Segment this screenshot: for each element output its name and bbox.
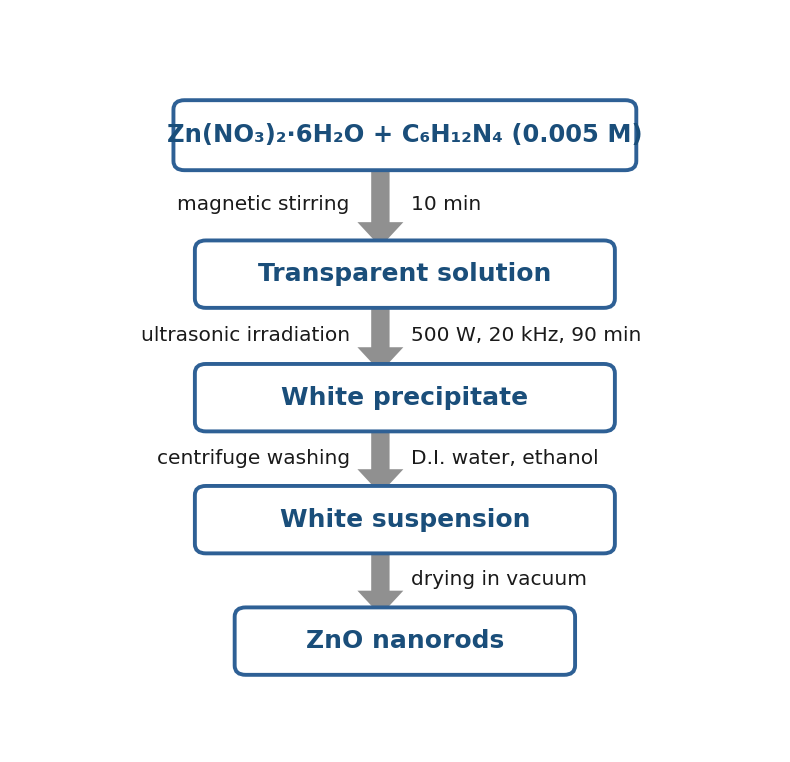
Text: ZnO nanorods: ZnO nanorods [306,629,504,653]
FancyBboxPatch shape [235,607,575,675]
FancyBboxPatch shape [174,100,636,170]
Polygon shape [357,544,404,616]
Polygon shape [357,162,404,247]
Text: 500 W, 20 kHz, 90 min: 500 W, 20 kHz, 90 min [411,326,641,345]
Text: White precipitate: White precipitate [281,386,529,410]
FancyBboxPatch shape [195,364,615,431]
Text: Transparent solution: Transparent solution [258,262,551,287]
FancyBboxPatch shape [195,241,615,308]
Text: Zn(NO₃)₂⋅6H₂O + C₆H₁₂N₄ (0.005 M): Zn(NO₃)₂⋅6H₂O + C₆H₁₂N₄ (0.005 M) [167,123,643,147]
Text: ultrasonic irradiation: ultrasonic irradiation [141,326,350,345]
Polygon shape [357,299,404,372]
Polygon shape [357,422,404,494]
Text: centrifuge washing: centrifuge washing [156,449,350,468]
Text: White suspension: White suspension [280,507,530,532]
Text: 10 min: 10 min [411,195,481,214]
Text: drying in vacuum: drying in vacuum [411,571,587,589]
FancyBboxPatch shape [195,486,615,553]
Text: D.I. water, ethanol: D.I. water, ethanol [411,449,599,468]
Text: magnetic stirring: magnetic stirring [178,195,350,214]
